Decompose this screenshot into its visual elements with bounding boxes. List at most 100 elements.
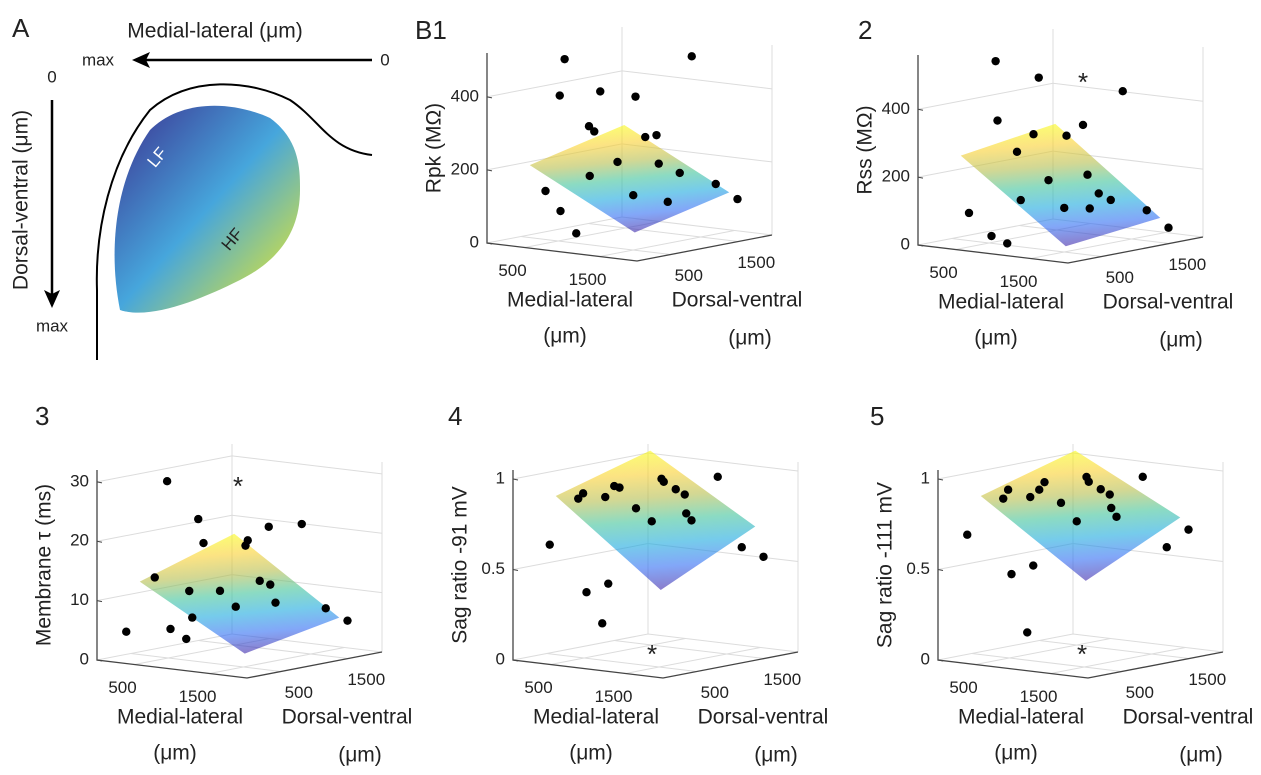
panel: 500 1500 500 1500 0 200 400 2 Rss (MΩ) Medial-lat… bbox=[854, 15, 1234, 352]
grid-line bbox=[1030, 232, 1166, 259]
y-tick-label: 500 bbox=[1106, 268, 1134, 287]
grid-line bbox=[96, 455, 383, 483]
point bbox=[1094, 189, 1103, 198]
grid-line bbox=[971, 653, 1122, 672]
point bbox=[560, 54, 569, 64]
grid-line bbox=[937, 633, 1224, 661]
y-tick-label: 1500 bbox=[737, 253, 775, 272]
z-tick-label: 0 bbox=[901, 234, 910, 253]
point bbox=[687, 516, 696, 525]
x-axis-label: (μm) bbox=[543, 325, 587, 348]
point bbox=[584, 122, 594, 131]
panel-label: A bbox=[12, 13, 30, 43]
point bbox=[541, 186, 550, 196]
grid-line bbox=[951, 238, 1102, 257]
grid-line bbox=[1039, 640, 1190, 659]
z-tick bbox=[96, 540, 103, 543]
significance-star: * bbox=[1078, 67, 1088, 97]
z-tick bbox=[512, 569, 519, 572]
point bbox=[1106, 195, 1115, 205]
x-axis-label: (μm) bbox=[994, 742, 1038, 765]
grid-line bbox=[546, 653, 697, 672]
point bbox=[1007, 569, 1016, 579]
fit-surface bbox=[980, 450, 1181, 581]
y-axis-label: Dorsal-ventral bbox=[282, 706, 413, 729]
point bbox=[1082, 472, 1091, 482]
y-axis-label: Dorsal-ventral bbox=[672, 289, 803, 312]
point bbox=[182, 634, 191, 644]
point bbox=[604, 579, 613, 588]
z-tick-label: 1 bbox=[921, 469, 930, 488]
z-tick-label: 0 bbox=[921, 649, 930, 668]
point bbox=[1118, 87, 1127, 96]
grid-line bbox=[512, 633, 799, 661]
point bbox=[266, 580, 275, 589]
point bbox=[122, 627, 131, 636]
grid-line bbox=[209, 647, 345, 674]
point bbox=[1035, 485, 1044, 494]
point bbox=[1003, 239, 1012, 248]
dv-zero: 0 bbox=[47, 67, 56, 86]
point bbox=[572, 229, 581, 238]
significance-star: * bbox=[647, 639, 657, 669]
point bbox=[1040, 477, 1049, 487]
tonotopic-region bbox=[114, 105, 300, 313]
x-axis-label: (μm) bbox=[153, 742, 197, 765]
point bbox=[1012, 147, 1022, 156]
axis-line bbox=[937, 470, 1224, 679]
point bbox=[1060, 203, 1069, 213]
point bbox=[964, 208, 974, 218]
z-tick-label: 400 bbox=[882, 99, 910, 118]
point bbox=[1107, 503, 1116, 513]
x-axis-label: Medial-lateral bbox=[117, 706, 243, 729]
point bbox=[1026, 492, 1035, 502]
point bbox=[271, 598, 280, 607]
point bbox=[596, 87, 605, 96]
point bbox=[657, 474, 666, 483]
point bbox=[682, 509, 691, 518]
point bbox=[185, 586, 194, 596]
grid-line bbox=[96, 514, 383, 542]
point bbox=[321, 604, 330, 613]
point bbox=[590, 127, 599, 136]
point bbox=[1096, 485, 1105, 494]
point bbox=[194, 514, 203, 524]
point bbox=[687, 52, 696, 61]
point bbox=[1044, 175, 1053, 185]
point bbox=[1003, 485, 1013, 494]
grid-line bbox=[198, 640, 349, 659]
axis-line bbox=[486, 53, 773, 262]
grid-line bbox=[975, 638, 1111, 665]
point bbox=[711, 179, 720, 189]
point bbox=[1164, 223, 1173, 232]
axis-line bbox=[917, 55, 1204, 264]
brain-outline bbox=[95, 83, 373, 360]
point bbox=[162, 476, 172, 486]
z-tick-label: 20 bbox=[70, 531, 89, 550]
z-tick-label: 400 bbox=[451, 86, 479, 105]
axis-line bbox=[96, 470, 383, 679]
point bbox=[1138, 472, 1147, 481]
point bbox=[1029, 561, 1038, 570]
z-axis-label: Membrane τ (ms) bbox=[33, 484, 56, 646]
point bbox=[713, 472, 722, 481]
z-axis-label: Sag ratio -91 mV bbox=[449, 486, 472, 644]
point bbox=[629, 190, 638, 200]
z-axis-label: Rpk (MΩ) bbox=[423, 103, 446, 193]
dv-arrowhead bbox=[44, 290, 60, 308]
point bbox=[601, 492, 610, 502]
y-tick-label: 500 bbox=[675, 266, 703, 285]
x-tick-label: 1500 bbox=[1000, 272, 1038, 291]
x-tick-label: 500 bbox=[524, 678, 552, 697]
ml-max: max bbox=[82, 50, 115, 69]
z-tick bbox=[917, 176, 924, 179]
grid-line bbox=[550, 638, 686, 665]
grid-line bbox=[625, 647, 761, 674]
point bbox=[1056, 498, 1066, 508]
point bbox=[1083, 170, 1092, 179]
point bbox=[1078, 120, 1088, 130]
y-tick-label: 1500 bbox=[347, 670, 385, 689]
point bbox=[150, 573, 159, 582]
point bbox=[585, 171, 594, 181]
z-axis-label: Rss (MΩ) bbox=[854, 105, 877, 194]
